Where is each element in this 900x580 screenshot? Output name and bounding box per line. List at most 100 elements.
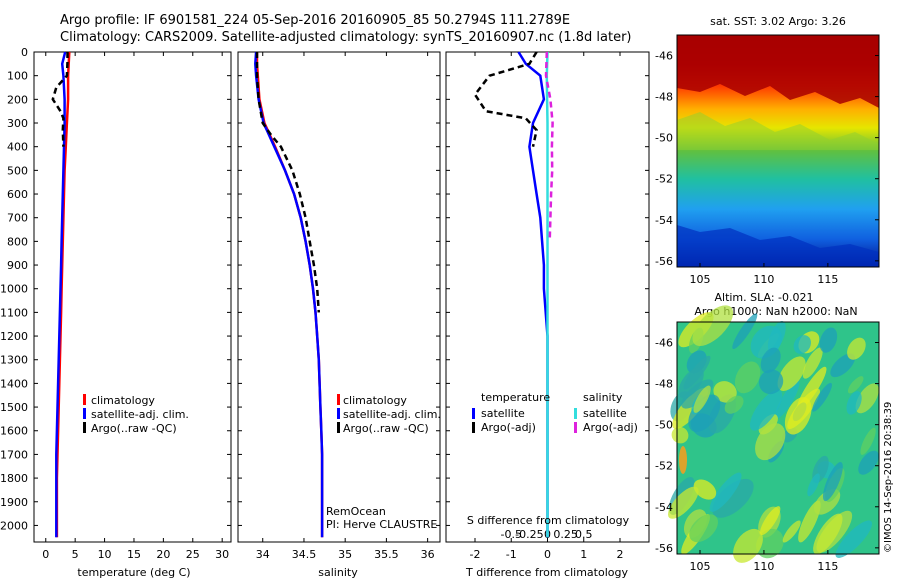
y-tick-label: 2000 [0,519,28,532]
annotation-remocean: RemOcean [326,505,386,518]
sla-blob [758,414,778,435]
sla-blob [812,382,832,412]
x-tick-label: -2 [470,548,481,561]
x-tick-label: 35.5 [374,548,399,561]
sla-blob [847,376,864,394]
y-tick-label: 1700 [0,448,28,461]
series-line-salinity-argo-adj [544,51,554,242]
sla-blob [678,367,704,399]
map-y-tick-label: -54 [655,501,673,514]
difference-x2label: S difference from climatology [467,514,630,527]
x2-tick-label: -0.5 [501,528,522,541]
sla-blob [734,361,761,394]
sst-map-frame [676,34,880,268]
sla-blob [819,327,838,353]
series-line-temperature-argo-adj [473,51,538,147]
series-line-climatology [255,52,324,538]
sla-blob [860,427,876,455]
figure-title-line2: Climatology: CARS2009. Satellite-adjuste… [60,30,632,45]
y-tick-label: 1000 [0,283,28,296]
temperature-chart: 0 5 10 15 20 25 30 [34,51,231,561]
series-line-satellite-adj-clim [254,51,324,538]
map-y-tick-label: -52 [655,460,673,473]
map-y-tick-label: -46 [655,337,673,350]
legend-label-sal-argo: Argo(-adj) [583,421,638,434]
y-tick-label: 900 [7,259,28,272]
legend-swatch-climatology [83,394,86,405]
x-tick-label: 34.5 [292,548,317,561]
y-tick-label: 700 [7,212,28,225]
map-x-tick-label: 115 [817,273,838,286]
y-tick-label: 600 [7,188,28,201]
annotation-pi: PI: Herve CLAUSTRE [326,518,437,531]
legend-swatch-satellite [337,408,340,419]
x2-tick-label: -0.25 [515,528,543,541]
legend-label-argo: Argo(..raw -QC) [343,422,429,435]
sla-blob [681,379,714,409]
sla-texture [667,305,879,563]
sla-blob [830,353,856,378]
map-x-tick-label: 105 [690,273,711,286]
sla-blob [858,450,879,475]
sla-blob [756,528,784,559]
map-y-tick-label: -46 [655,50,673,63]
legend-label-satellite: satellite-adj. clim. [91,408,189,421]
legend-swatch-temp-satellite [472,408,475,419]
difference-chart: -2 -1 0 1 2-0.5-0.25 0 0.250.5 [446,51,649,561]
x2-tick-label: 0.25 [553,528,578,541]
x-tick-label: 1 [580,548,587,561]
x-tick-label: -1 [506,548,517,561]
y-tick-label: 1300 [0,354,28,367]
x-tick-label: 0 [42,548,49,561]
sla-map-frame [676,321,880,555]
sla-blob [807,473,820,497]
sla-blob [855,383,879,414]
y-tick-label: 1200 [0,330,28,343]
sla-blob [835,520,873,558]
x-tick-label: 36 [421,548,435,561]
map-x-tick-label: 110 [753,560,774,573]
temperature-panel-frame [33,51,232,543]
y-tick-label: 800 [7,235,28,248]
legend-title-temperature: temperature [481,391,550,404]
x-tick-label: 34 [256,548,270,561]
sla-blob [755,423,786,461]
sst-map-axes: 105 110 115 -46 -48 -50 -52 -54 -56 [655,50,879,286]
sst-map-title: sat. SST: 3.02 Argo: 3.26 [710,15,846,28]
y-tick-label: 1100 [0,306,28,319]
y-tick-label: 100 [7,70,28,83]
y-tick-label: 1400 [0,377,28,390]
temperature-xlabel: temperature (deg C) [77,566,190,579]
map-y-tick-label: -54 [655,214,673,227]
imos-watermark: ©IMOS 14-Sep-2016 20:38:39 [883,402,894,553]
sst-front-red [677,35,879,108]
legend-label-climatology: climatology [343,394,407,407]
sla-blob [693,385,711,413]
depth-axis: 0 100 200 300 400 500 600 700 800 900 1000 1100 1200… [0,46,28,532]
map-y-tick-label: -56 [655,255,673,268]
x-tick-label: 35 [338,548,352,561]
sla-map-title-line1: Altim. SLA: -0.021 [714,291,813,304]
sla-blob [689,514,718,543]
y-tick-label: 500 [7,164,28,177]
map-y-tick-label: -48 [655,91,673,104]
sla-blob [760,347,781,374]
map-y-tick-label: -48 [655,378,673,391]
y-tick-label: 0 [21,46,28,59]
legend-label-argo: Argo(..raw -QC) [91,422,177,435]
difference-legend: temperature salinity satellite Argo(-adj… [472,391,638,434]
difference-xlabel: T difference from climatology [465,566,628,579]
sla-blob [793,335,811,354]
legend-label-sal-satellite: satellite [583,407,627,420]
map-x-tick-label: 115 [817,560,838,573]
sla-blob [822,462,843,502]
sla-map [667,305,880,563]
sst-cold-patch [677,225,879,267]
map-y-tick-label: -52 [655,173,673,186]
sla-blob [671,426,689,444]
sla-blob [846,391,862,415]
y-tick-label: 300 [7,117,28,130]
sla-blob [667,486,699,519]
sla-blob-warm [679,446,687,474]
